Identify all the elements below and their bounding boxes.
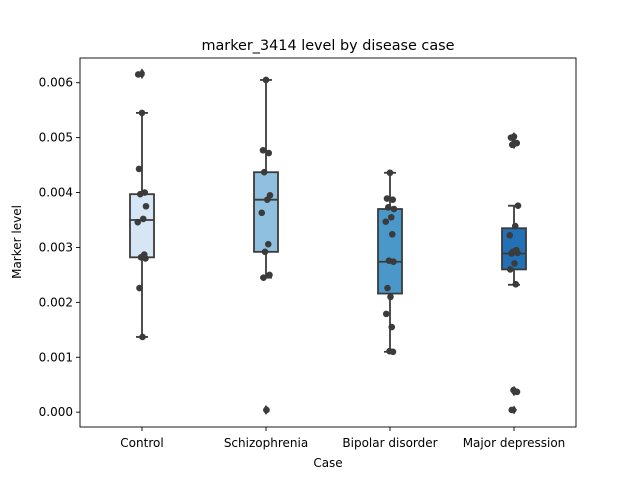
box-plots [129,68,527,416]
data-point [386,169,394,177]
data-point [266,271,273,279]
data-point [138,109,146,117]
data-points [134,71,522,414]
plot-area [79,57,577,428]
x-axis-label: Case [313,456,342,470]
data-point [514,202,522,210]
x-tick-label: Bipolar disorder [342,436,437,450]
box-group [129,68,155,338]
data-point [387,293,394,301]
y-axis-label: Marker level [10,205,24,279]
data-point [384,284,391,292]
y-tick-label: 0.004 [39,186,73,200]
x-tick-label: Control [120,436,163,450]
y-tick-label: 0.000 [39,405,73,419]
data-point [390,205,398,213]
data-point [507,134,515,141]
data-point [389,196,397,203]
data-point [511,222,519,230]
x-tick-label: Schizophrenia [224,436,308,450]
data-point [511,260,518,267]
y-tick-label: 0.002 [39,295,73,309]
data-point [382,218,390,225]
chart-title: marker_3414 level by disease case [201,38,454,54]
data-point [512,280,520,288]
data-point [508,141,516,149]
data-point [139,333,146,341]
data-point [389,348,397,356]
y-tick-label: 0.005 [39,131,73,145]
data-point [382,310,390,318]
data-point [388,323,396,331]
data-point [390,258,397,266]
data-point [136,190,144,198]
data-point [263,196,271,203]
data-point [142,202,150,210]
data-point [262,76,270,84]
data-point [263,406,270,414]
box-iqr [129,193,155,259]
data-point [513,388,521,396]
x-tick-label: Major depression [463,436,566,450]
data-point [388,230,396,238]
data-point [260,274,267,281]
data-point [387,213,395,221]
x-axis: Control Schizophrenia Bipolar disorder Majo… [120,427,565,450]
y-tick-label: 0.006 [39,76,73,90]
data-point [384,204,392,211]
data-point [261,248,269,256]
data-point [135,165,143,173]
data-point [258,209,266,217]
box-group [253,79,279,416]
data-point [134,218,142,226]
box-iqr [377,208,403,295]
data-point [134,71,142,78]
data-point [506,266,514,273]
y-tick-label: 0.001 [39,350,73,364]
data-point [139,215,147,223]
data-point [259,146,267,154]
data-point [264,240,272,248]
data-point [508,406,516,414]
data-point [136,284,143,292]
data-point [508,250,515,257]
data-point [383,195,391,202]
y-tick-label: 0.003 [39,240,73,254]
data-point [506,232,514,239]
box-iqr [253,171,279,253]
y-axis: 0.000 0.001 0.002 0.003 0.004 0.005 0.006 [39,76,80,419]
data-point [260,168,268,176]
data-point [265,149,273,157]
data-point [142,255,149,262]
box-group [501,132,527,415]
data-point [514,249,521,257]
